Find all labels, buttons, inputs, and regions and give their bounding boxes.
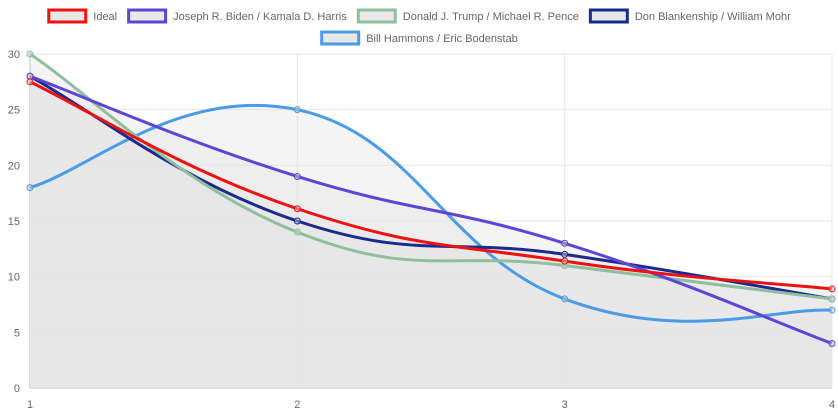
series-line — [29, 74, 833, 345]
data-point[interactable] — [561, 257, 569, 265]
legend-label: Bill Hammons / Eric Bodenstab — [366, 33, 518, 45]
data-point[interactable] — [26, 50, 34, 58]
legend-label: Donald J. Trump / Michael R. Pence — [403, 11, 579, 23]
data-point[interactable] — [828, 306, 836, 314]
y-tick-label: 5 — [14, 327, 20, 339]
data-point[interactable] — [828, 339, 836, 347]
series-line — [29, 52, 833, 301]
series-line — [29, 103, 833, 323]
data-point[interactable] — [561, 239, 569, 247]
y-axis-ticks: 0 5 10 15 20 25 30 — [8, 49, 20, 395]
legend-item[interactable]: Donald J. Trump / Michael R. Pence — [356, 8, 579, 24]
series-area — [30, 81, 832, 388]
y-tick-label: 30 — [8, 49, 20, 61]
data-point[interactable] — [293, 106, 301, 114]
data-point[interactable] — [293, 172, 301, 180]
legend-swatch — [47, 8, 88, 24]
legend-swatch — [356, 8, 397, 24]
legend: Ideal Joseph R. Biden / Kamala D. Harris D… — [47, 8, 791, 46]
data-point[interactable] — [293, 217, 301, 225]
legend-item[interactable]: Don Blankenship / William Mohr — [588, 8, 791, 24]
grid — [29, 53, 833, 389]
series-line — [29, 80, 833, 291]
data-point[interactable] — [561, 250, 569, 258]
legend-swatch — [127, 8, 168, 24]
x-tick-label: 1 — [27, 399, 33, 411]
y-tick-label: 15 — [8, 216, 20, 228]
x-axis-ticks: 1 2 3 4 — [27, 399, 835, 411]
series-area — [30, 54, 832, 388]
legend-swatch — [320, 30, 361, 46]
data-point[interactable] — [561, 295, 569, 303]
legend-item[interactable]: Ideal — [47, 8, 117, 24]
y-tick-label: 20 — [8, 160, 20, 172]
x-tick-label: 4 — [829, 399, 835, 411]
y-tick-label: 0 — [14, 383, 20, 395]
legend-label: Ideal — [93, 11, 117, 23]
x-tick-label: 2 — [294, 399, 300, 411]
data-point[interactable] — [293, 228, 301, 236]
legend-label: Don Blankenship / William Mohr — [635, 11, 791, 23]
data-point[interactable] — [828, 285, 836, 293]
series-lines — [29, 52, 833, 345]
data-points — [26, 50, 836, 347]
data-point[interactable] — [26, 78, 34, 86]
series-area — [30, 76, 832, 389]
data-point[interactable] — [26, 184, 34, 192]
legend-item[interactable]: Joseph R. Biden / Kamala D. Harris — [127, 8, 348, 24]
y-tick-label: 25 — [8, 105, 20, 117]
legend-item[interactable]: Bill Hammons / Eric Bodenstab — [320, 30, 518, 46]
legend-label: Joseph R. Biden / Kamala D. Harris — [173, 11, 347, 23]
series-area — [30, 76, 832, 389]
data-point[interactable] — [828, 295, 836, 303]
data-point[interactable] — [293, 205, 301, 213]
x-tick-label: 3 — [562, 399, 568, 411]
legend-swatch — [588, 8, 629, 24]
y-tick-label: 10 — [8, 272, 20, 284]
